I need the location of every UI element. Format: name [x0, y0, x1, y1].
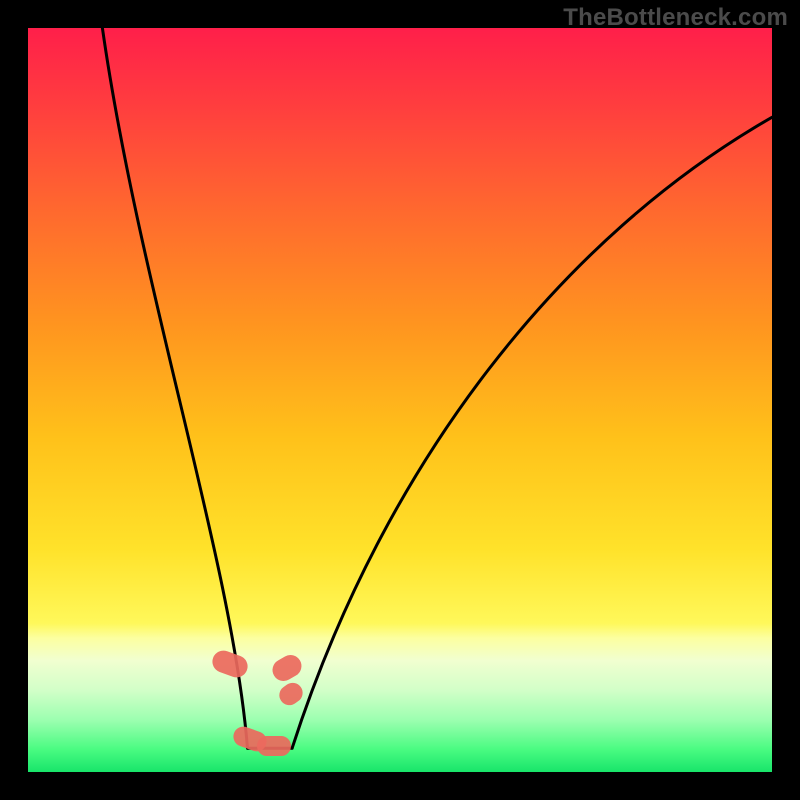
highlight-marker	[257, 736, 291, 756]
plot-area	[28, 28, 772, 772]
bottleneck-curve-segment	[102, 28, 247, 748]
figure-root: TheBottleneck.com	[0, 0, 800, 800]
bottleneck-curve-segment	[292, 117, 772, 748]
curve-layer	[28, 28, 772, 772]
